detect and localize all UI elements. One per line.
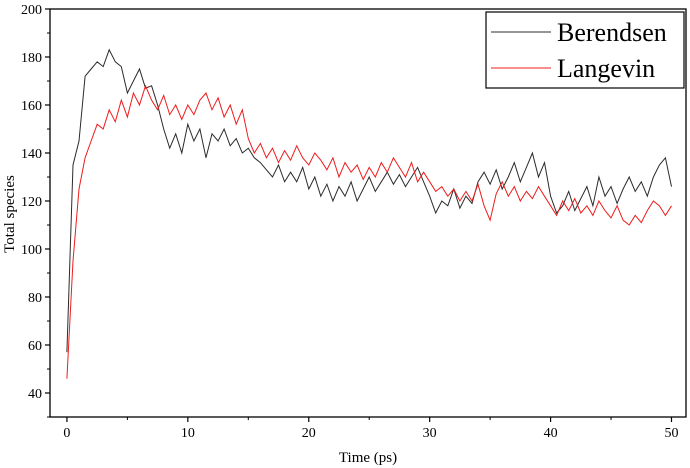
x-tick-label: 40 <box>544 426 558 441</box>
x-tick-label: 50 <box>664 426 678 441</box>
y-tick-label: 100 <box>21 243 42 258</box>
y-tick-label: 200 <box>21 3 42 18</box>
axes: 40 60 80 100 120 140 160 180 200 0 10 20 30 40 50 <box>21 3 687 441</box>
x-axis-label: Time (ps) <box>339 450 397 466</box>
x-tick-label: 20 <box>302 426 316 441</box>
legend: Berendsen Langevin <box>485 11 685 89</box>
y-tick-label: 120 <box>21 195 42 210</box>
y-tick-label: 40 <box>28 387 42 402</box>
y-tick-label: 160 <box>21 99 42 114</box>
x-tick-label: 0 <box>63 426 70 441</box>
series-line-berendsen <box>66 48 672 353</box>
legend-box <box>485 11 685 89</box>
y-tick-label: 140 <box>21 147 42 162</box>
series-group <box>66 48 672 379</box>
y-tick-label: 180 <box>21 51 42 66</box>
legend-label-berendsen: Berendsen <box>557 18 667 47</box>
x-tick-label: 10 <box>181 426 195 441</box>
y-tick-label: 60 <box>28 339 42 354</box>
x-tick-label: 30 <box>423 426 437 441</box>
series-line-langevin <box>66 84 672 379</box>
plot-frame <box>49 8 687 418</box>
legend-label-langevin: Langevin <box>557 54 655 83</box>
y-tick-label: 80 <box>28 291 42 306</box>
y-axis-label: Total species <box>2 175 18 253</box>
